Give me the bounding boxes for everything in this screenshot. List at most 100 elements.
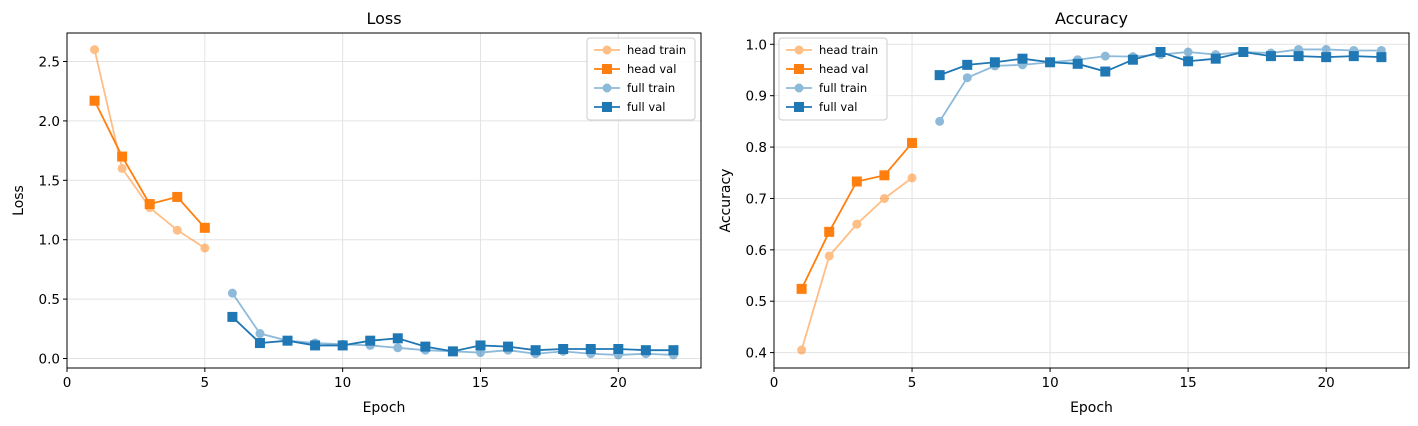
plot-frame (773, 32, 1410, 369)
y-axis-label: Accuracy (718, 169, 734, 233)
legend-marker (794, 102, 804, 112)
data-point (1265, 51, 1276, 62)
series-head-train (797, 173, 917, 355)
legend-label: full val (819, 100, 857, 114)
legend-label: head val (819, 62, 868, 76)
data-point (934, 70, 945, 81)
chart-panel-accuracy: 0 5 10 15 20 0.4 0.5 0.6 0.7 0.8 0.9 1.0 Accuracy Epo… (718, 9, 1410, 416)
data-point (310, 340, 321, 351)
x-tick-label: 20 (1318, 375, 1335, 391)
legend-label: full train (819, 81, 867, 95)
x-tick-label: 5 (908, 375, 917, 391)
legend-label: full val (627, 100, 665, 114)
x-tick-label: 15 (472, 375, 489, 391)
legend-swatch (786, 64, 812, 74)
data-point (824, 251, 834, 261)
data-point (172, 225, 182, 235)
series-full-val (934, 47, 1387, 81)
data-point (1017, 53, 1028, 64)
y-tick-label: 1.5 (39, 173, 60, 189)
data-point (255, 329, 265, 339)
y-tick-label: 1.0 (39, 233, 60, 249)
data-point (475, 340, 486, 351)
legend-marker (602, 102, 612, 112)
y-axis-label: Loss (11, 185, 27, 216)
x-tick-label: 15 (1180, 375, 1197, 391)
data-point (282, 335, 293, 346)
legend-swatch (786, 83, 812, 93)
chart-title: Loss (366, 9, 401, 28)
y-tick-label: 0.8 (746, 140, 767, 156)
y-tick-label: 0.5 (39, 292, 60, 308)
y-tick-label: 0.0 (39, 351, 60, 367)
data-point (227, 288, 237, 298)
legend-swatch (594, 45, 620, 55)
data-point (199, 222, 210, 233)
y-tick-label: 0.4 (746, 346, 767, 362)
data-point (420, 341, 431, 352)
data-point (585, 343, 596, 354)
data-point (503, 341, 514, 352)
x-tick-label: 10 (1041, 375, 1058, 391)
data-point (1238, 47, 1249, 58)
data-point (89, 95, 100, 106)
data-point (879, 170, 890, 181)
data-point (962, 73, 972, 83)
data-point (530, 345, 541, 356)
y-tick-label: 0.5 (746, 294, 767, 310)
data-point (1127, 54, 1138, 65)
data-point (852, 219, 862, 229)
data-point (907, 173, 917, 183)
data-point (1321, 52, 1332, 63)
data-point (989, 57, 1000, 68)
series-head-val (796, 137, 918, 294)
legend-marker (602, 83, 612, 93)
data-point (796, 283, 807, 294)
data-point (447, 346, 458, 357)
data-point (558, 343, 569, 354)
legend-swatch (594, 102, 620, 112)
data-point (1045, 57, 1056, 68)
series-line (93, 49, 206, 249)
data-point (172, 191, 183, 202)
chart-title: Accuracy (1055, 9, 1128, 28)
legend-marker (602, 64, 612, 74)
legend-marker (794, 64, 804, 74)
data-point (668, 345, 679, 356)
data-point (227, 311, 238, 322)
data-point (1100, 66, 1111, 77)
series-full-val (227, 311, 679, 357)
legend-swatch (786, 45, 812, 55)
series-head-train (90, 45, 210, 253)
data-point (1072, 58, 1083, 69)
data-point (200, 243, 210, 253)
legend-label: head train (627, 43, 686, 57)
data-point (962, 59, 973, 70)
x-tick-label: 0 (770, 375, 779, 391)
series-line (231, 316, 674, 353)
data-point (144, 199, 155, 210)
legend: head train head val full train full val (778, 37, 888, 121)
plot-frame (66, 32, 702, 369)
legend-box (778, 37, 888, 121)
data-point (1293, 51, 1304, 62)
series-head-val (89, 95, 210, 233)
legend-label: head train (819, 43, 878, 57)
data-point (254, 338, 265, 349)
x-axis-label: Epoch (1070, 400, 1113, 416)
legend-box (586, 37, 696, 121)
series-line (231, 292, 674, 356)
chart-panel-loss: 0 5 10 15 20 0.0 0.5 1.0 1.5 2.0 2.5 Loss Epoch Loss h… (11, 9, 702, 416)
legend-swatch (594, 83, 620, 93)
x-tick-label: 5 (201, 375, 210, 391)
series-line (800, 177, 913, 351)
data-point (1183, 47, 1193, 57)
y-tick-label: 0.7 (746, 191, 767, 207)
data-point (1100, 51, 1110, 61)
data-point (1348, 51, 1359, 62)
data-point (337, 340, 348, 351)
data-point (1210, 53, 1221, 64)
data-point (1321, 44, 1331, 54)
legend-marker (794, 45, 804, 55)
